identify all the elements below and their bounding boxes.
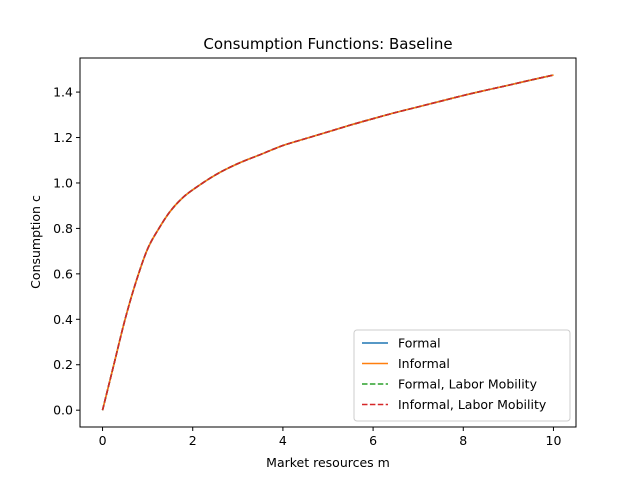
x-tick-label: 2	[189, 433, 197, 448]
x-tick-label: 10	[546, 433, 562, 448]
series-line-4	[101, 74, 554, 411]
legend-label: Formal	[398, 336, 441, 351]
y-tick-label: 1.2	[53, 130, 73, 145]
chart-title: Consumption Functions: Baseline	[203, 35, 452, 53]
legend-label: Informal	[398, 356, 450, 371]
legend-label: Informal, Labor Mobility	[398, 397, 547, 412]
legend-label: Formal, Labor Mobility	[398, 377, 538, 392]
x-axis-ticks: 0 2 4 6 8 10	[99, 427, 562, 448]
plot-frame	[79, 57, 577, 428]
y-tick-label: 0.0	[53, 403, 73, 418]
x-tick-label: 6	[369, 433, 377, 448]
y-axis-label: Consumption c	[28, 195, 43, 289]
x-axis-label: Market resources m	[266, 455, 390, 470]
y-tick-label: 0.4	[53, 312, 73, 327]
legend: Formal Informal Formal, Labor Mobility Info…	[353, 329, 571, 422]
y-tick-label: 0.6	[53, 266, 73, 281]
y-tick-label: 0.8	[53, 221, 73, 236]
legend-box	[353, 329, 571, 422]
x-tick-label: 8	[459, 433, 467, 448]
series-lines	[101, 74, 554, 411]
x-tick-label: 4	[279, 433, 287, 448]
y-tick-label: 1.0	[53, 175, 73, 190]
y-tick-label: 0.2	[53, 357, 73, 372]
y-tick-label: 1.4	[53, 85, 73, 100]
x-tick-label: 0	[99, 433, 107, 448]
y-axis-ticks: 0.0 0.2 0.4 0.6 0.8 1.0 1.2 1.4	[53, 85, 80, 418]
